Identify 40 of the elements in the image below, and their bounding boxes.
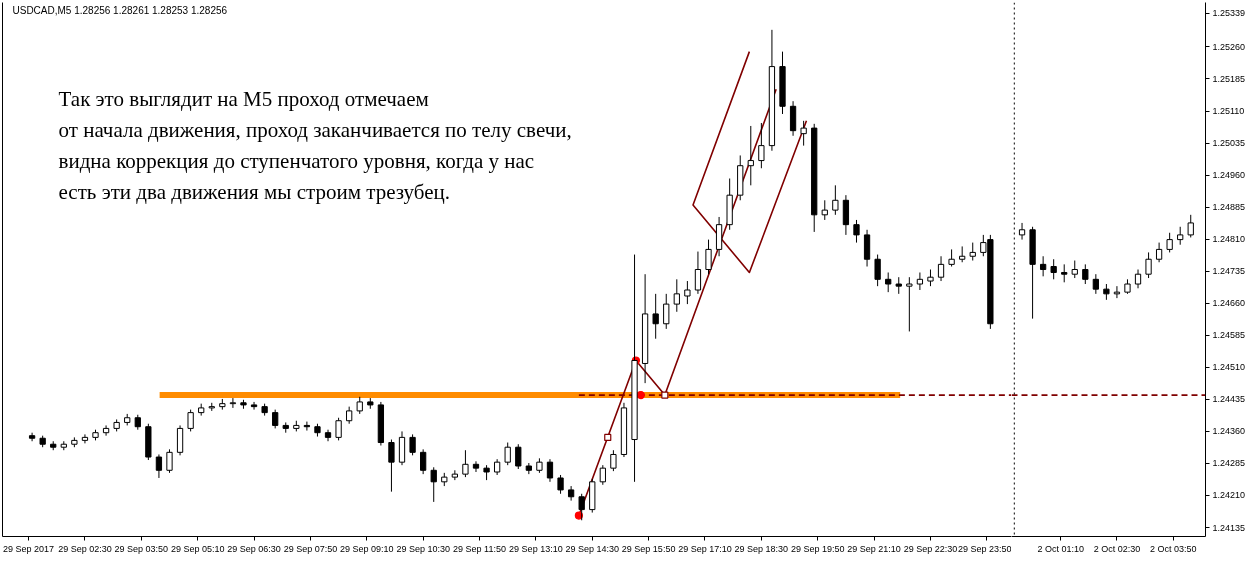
- y-tick-label: 1.24735: [1212, 266, 1246, 277]
- y-tick-label: 1.24285: [1212, 458, 1246, 469]
- y-tick-label: 1.24585: [1212, 330, 1246, 341]
- y-tick-label: 1.24135: [1212, 522, 1246, 533]
- y-tick-label: 1.24960: [1212, 170, 1246, 181]
- x-tick-label: 29 Sep 03:50: [114, 543, 169, 554]
- y-tick-label: 1.24885: [1212, 202, 1246, 213]
- x-tick-label: 29 Sep 05:10: [170, 543, 225, 554]
- y-tick-label: 1.24435: [1212, 394, 1246, 405]
- y-tick-label: 1.24660: [1212, 298, 1246, 309]
- x-tick-label: 29 Sep 21:10: [847, 543, 901, 554]
- y-tick-label: 1.24210: [1212, 490, 1246, 501]
- x-tick-label: 29 Sep 19:50: [790, 543, 845, 554]
- chart-title: USDCAD,M5 1.28256 1.28261 1.28253 1.28256: [12, 4, 228, 16]
- y-tick-label: 1.25035: [1212, 138, 1246, 149]
- y-tick-label: 1.24360: [1212, 426, 1246, 437]
- x-tick-label: 2 Oct 01:10: [1037, 543, 1084, 554]
- y-tick-label: 1.24810: [1212, 234, 1246, 245]
- y-tick-label: 1.25185: [1212, 73, 1246, 84]
- x-tick-label: 29 Sep 09:10: [340, 543, 394, 554]
- y-tick-label: 1.25260: [1212, 41, 1246, 52]
- x-tick-label: 29 Sep 07:50: [283, 543, 338, 554]
- x-tick-label: 29 Sep 10:30: [396, 543, 450, 554]
- x-tick-label: 29 Sep 17:10: [678, 543, 732, 554]
- x-tick-label: 29 Sep 02:30: [58, 543, 112, 554]
- y-tick-label: 1.24510: [1212, 362, 1246, 373]
- x-tick-label: 29 Sep 18:30: [734, 543, 789, 554]
- y-tick-label: 1.25339: [1212, 8, 1246, 19]
- y-tick-label: 1.25110: [1212, 106, 1245, 117]
- x-tick-label: 29 Sep 22:30: [903, 543, 958, 554]
- x-tick-label: 29 Sep 14:30: [565, 543, 620, 554]
- x-tick-label: 29 Sep 06:30: [227, 543, 281, 554]
- x-tick-label: 29 Sep 11:50: [453, 543, 506, 554]
- annotation: Так это выглядит на M5 проход отмечаем от начала движения, проход заканчивается по телу свечи, видна коррекция до ступенчатого уровня, когда у нас есть эти два движения мы строим трезубец.: [58, 86, 572, 204]
- x-tick-label: 2 Oct 02:30: [1093, 543, 1141, 554]
- x-tick-label: 29 Sep 15:50: [621, 543, 676, 554]
- x-tick-label: 2 Oct 03:50: [1149, 543, 1197, 554]
- x-tick-label: 29 Sep 2017: [3, 543, 55, 554]
- x-tick-label: 29 Sep 23:50: [957, 543, 1012, 554]
- x-tick-label: 29 Sep 13:10: [509, 543, 563, 554]
